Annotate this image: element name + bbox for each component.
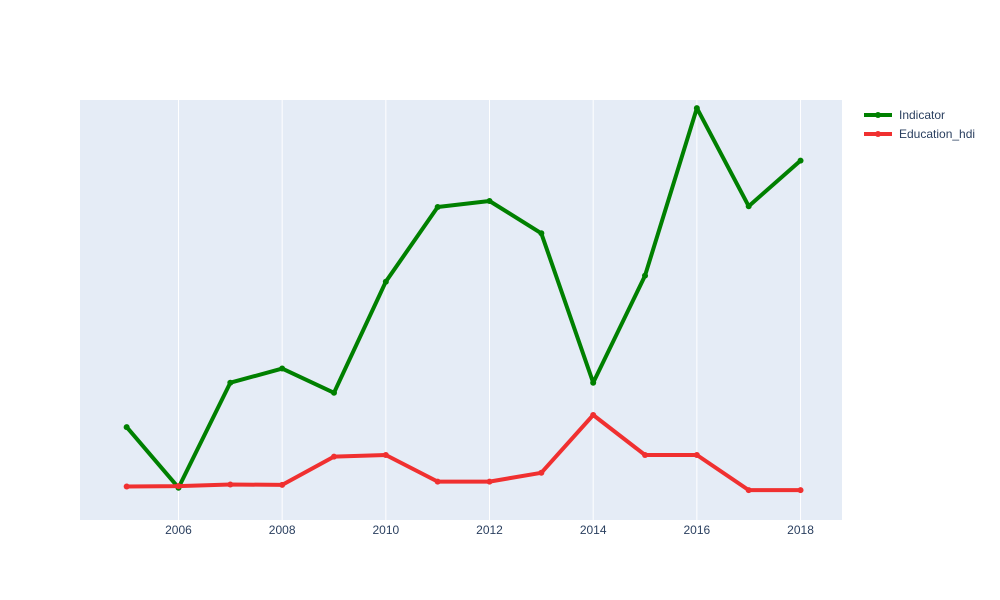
data-point[interactable] (123, 424, 130, 431)
data-point[interactable] (279, 365, 286, 372)
data-point[interactable] (693, 105, 700, 112)
x-tick-label: 2006 (165, 523, 192, 537)
x-tick-label: 2014 (580, 523, 607, 537)
data-point[interactable] (123, 483, 130, 490)
x-tick-label: 2012 (476, 523, 503, 537)
series-line (125, 106, 802, 490)
data-point[interactable] (227, 379, 234, 386)
data-point[interactable] (434, 204, 441, 211)
data-point[interactable] (693, 451, 700, 458)
legend-item[interactable]: Education_hdi (864, 127, 975, 141)
legend-item[interactable]: Indicator (864, 108, 945, 122)
legend-marker (875, 112, 881, 118)
data-point[interactable] (175, 483, 182, 490)
x-tick-label: 2016 (684, 523, 711, 537)
series-1 (123, 412, 804, 494)
data-point[interactable] (642, 451, 649, 458)
x-tick-label: 2008 (269, 523, 296, 537)
data-point[interactable] (590, 379, 597, 386)
data-point[interactable] (331, 453, 337, 460)
plot-area (80, 100, 842, 520)
legend[interactable]: Indicator Education_hdi (864, 108, 975, 141)
data-point[interactable] (797, 157, 804, 164)
x-tick-labels: 2006 2008 2010 2012 2014 2016 2018 (165, 523, 814, 537)
data-point[interactable] (797, 487, 804, 494)
data-point[interactable] (434, 478, 441, 485)
legend-marker (875, 131, 881, 137)
data-point[interactable] (745, 203, 752, 210)
x-tick-label: 2018 (787, 523, 814, 537)
data-point[interactable] (382, 278, 389, 285)
x-tick-label: 2010 (372, 523, 399, 537)
data-point[interactable] (642, 272, 649, 279)
data-point[interactable] (745, 487, 752, 494)
data-point[interactable] (227, 481, 234, 488)
data-point[interactable] (590, 412, 597, 418)
data-point[interactable] (331, 389, 337, 396)
data-point[interactable] (279, 481, 286, 488)
legend-label: Indicator (899, 108, 945, 122)
legend-label: Education_hdi (899, 127, 975, 141)
series-line (126, 413, 801, 493)
data-point[interactable] (486, 478, 493, 485)
data-point[interactable] (538, 469, 545, 476)
x-gridlines (177, 100, 802, 520)
data-point[interactable] (382, 451, 389, 458)
data-point[interactable] (538, 230, 545, 237)
series-layer (123, 105, 804, 494)
data-point[interactable] (486, 197, 493, 204)
